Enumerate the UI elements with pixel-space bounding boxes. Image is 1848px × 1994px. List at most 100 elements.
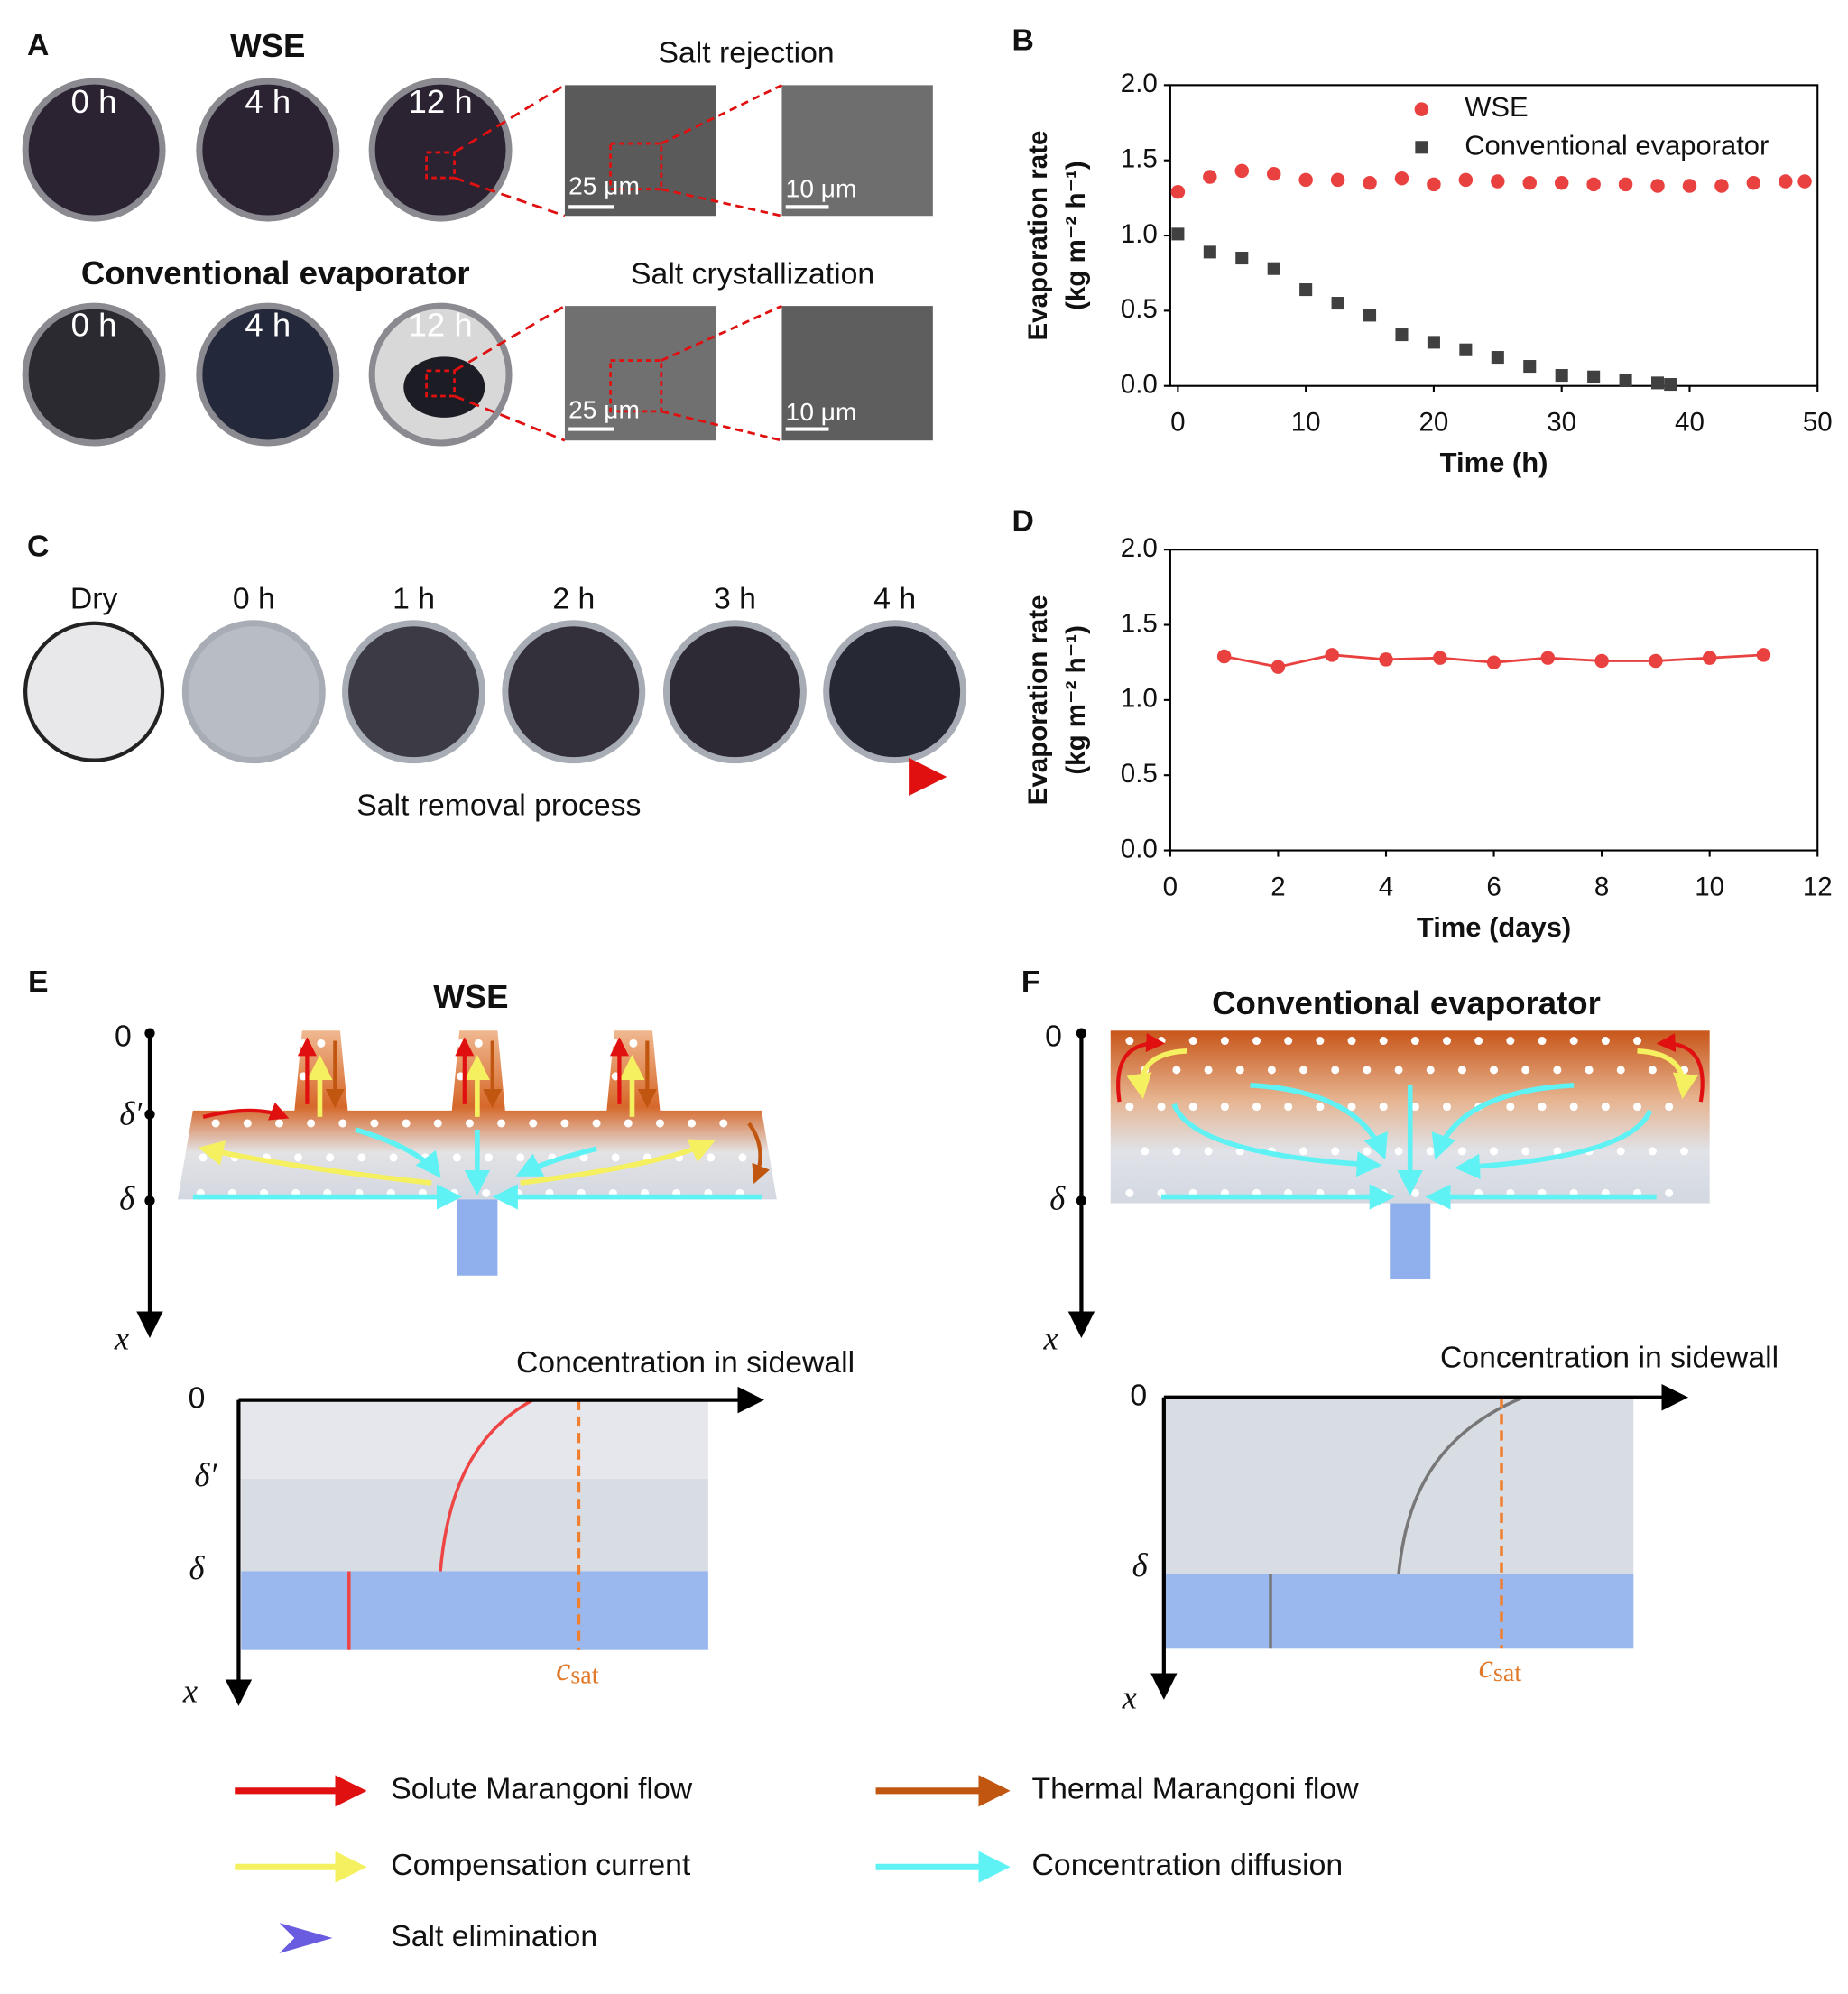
pore-dot — [1299, 1066, 1308, 1075]
x-tick-label: 0 — [1163, 872, 1178, 902]
pore-dot — [1125, 1103, 1134, 1112]
pore-dot — [1474, 1037, 1483, 1046]
data-point — [1379, 652, 1393, 667]
sample — [22, 78, 166, 222]
pore-dot — [1331, 1066, 1340, 1075]
panel-label: D — [1012, 504, 1034, 539]
pore-dot — [688, 1119, 697, 1128]
pore-dot — [1410, 1037, 1419, 1046]
pore-dot — [1204, 1147, 1213, 1156]
legend-text: Salt elimination — [391, 1919, 597, 1953]
scale-label: 10 μm — [786, 175, 857, 203]
pore-dot — [1235, 1066, 1244, 1075]
pore-dot — [1648, 1147, 1657, 1156]
pore-dot — [579, 1153, 588, 1162]
scale-label: 25 μm — [568, 172, 640, 200]
legend-label: WSE — [1465, 91, 1528, 123]
zoom-line — [661, 410, 782, 442]
diffusion-arrow — [1171, 1103, 1382, 1177]
time-label: Dry — [70, 581, 118, 615]
sample — [342, 620, 486, 764]
y-tick-label: 0.5 — [1121, 759, 1158, 789]
sem-image — [564, 85, 716, 217]
data-point — [1650, 376, 1665, 390]
data-point — [1270, 660, 1286, 674]
y-axis-label: Evaporation rate — [1023, 595, 1053, 805]
scale-label: 10 μm — [786, 398, 857, 426]
compensation-arrow — [1637, 1048, 1698, 1100]
data-point — [1363, 309, 1377, 322]
x-axis-label: Time (h) — [1440, 447, 1548, 478]
zoom-box — [609, 359, 663, 413]
data-point — [1395, 328, 1409, 342]
compensation-arrow — [198, 1140, 432, 1186]
pore-dot — [1665, 1188, 1674, 1197]
pore-dot — [211, 1119, 220, 1128]
zoom-line — [453, 304, 566, 373]
data-point — [1433, 651, 1447, 665]
x-tick-label: 30 — [1547, 408, 1576, 438]
pore-dot — [1616, 1066, 1625, 1075]
diffusion-arrow — [515, 1146, 597, 1177]
panel-label: C — [27, 530, 49, 564]
data-point — [1427, 177, 1441, 192]
pore-dot — [707, 1153, 716, 1162]
legend-marker — [1414, 102, 1429, 116]
data-point — [1266, 166, 1281, 181]
removal-photos — [23, 620, 967, 797]
data-point — [1594, 653, 1609, 669]
pore-dot — [1633, 1037, 1642, 1046]
data-point — [1586, 177, 1601, 192]
data-point — [1522, 175, 1537, 190]
pore-dot — [1394, 1147, 1403, 1156]
data-point — [1619, 374, 1632, 387]
chart: 0.0 0.5 1.0 1.5 2.0 0 2 4 6 8 10 12 Time (days) Evapo… — [1023, 533, 1833, 943]
depth-label: 0 — [115, 1020, 132, 1054]
diffusion-arrow — [355, 1127, 441, 1178]
y-tick-label: 0.0 — [1121, 370, 1158, 400]
scale-label: 25 μm — [568, 395, 640, 423]
pore-dot — [516, 1153, 525, 1162]
sample-photos — [22, 78, 933, 447]
pore-dot — [1426, 1147, 1435, 1156]
pore-dot — [1394, 1066, 1403, 1075]
depth-label: δ′ — [119, 1094, 143, 1131]
solute-arrow — [1656, 1032, 1705, 1103]
pore-dot — [465, 1119, 474, 1128]
data-point — [1779, 174, 1793, 189]
sem-image — [781, 306, 933, 441]
data-point — [1714, 179, 1729, 193]
y-axis-label: Evaporation rate — [1023, 131, 1053, 341]
depth-label: x — [114, 1319, 129, 1356]
pore-dot — [1616, 1147, 1625, 1156]
data-point — [1554, 175, 1569, 190]
pore-dot — [1141, 1147, 1150, 1156]
data-point — [1682, 179, 1697, 193]
pore-dot — [1457, 1147, 1466, 1156]
pore-dot — [326, 1153, 335, 1162]
pore-dot — [338, 1119, 347, 1128]
pore-dot — [1410, 1103, 1419, 1112]
sample — [196, 78, 340, 222]
pore-dot — [738, 1153, 747, 1162]
pore-dot — [629, 1039, 638, 1048]
pore-dot — [1284, 1037, 1293, 1046]
depth-label: δ — [1132, 1546, 1149, 1583]
panel-label: F — [1021, 965, 1040, 999]
pore-dot — [1490, 1066, 1499, 1075]
pore-dot — [655, 1119, 664, 1128]
pore-dot — [485, 1153, 494, 1162]
data-point — [1491, 351, 1504, 365]
pore-dot — [1426, 1066, 1435, 1075]
sample — [181, 620, 326, 764]
depth-label: x — [182, 1672, 198, 1709]
region — [1165, 1397, 1634, 1574]
data-point — [1216, 649, 1232, 664]
time-label: 2 h — [552, 581, 595, 615]
time-label: 4 h — [873, 581, 916, 615]
x-tick-label: 4 — [1379, 872, 1393, 902]
pore-dot — [1267, 1066, 1276, 1075]
legend-text: Compensation current — [391, 1848, 691, 1882]
region — [241, 1571, 708, 1650]
pore-dot — [1506, 1103, 1515, 1112]
